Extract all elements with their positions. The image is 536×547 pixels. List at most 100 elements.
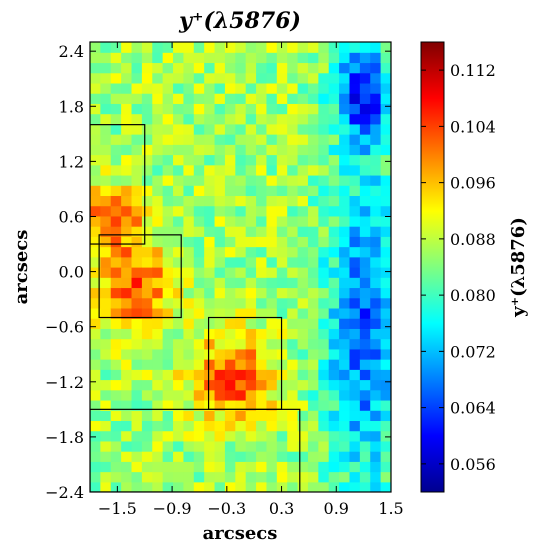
y-axis: 2.4 1.8 1.2 0.6 0.0 −0.6 −1.2 −1.8 −2.4 bbox=[45, 42, 391, 502]
heatmap-cell bbox=[235, 420, 247, 432]
heatmap-cell bbox=[110, 174, 122, 186]
heatmap-cell bbox=[359, 226, 371, 237]
heatmap-cell bbox=[173, 113, 185, 125]
heatmap-cell bbox=[339, 215, 351, 227]
heatmap-cell bbox=[266, 52, 278, 64]
heatmap-cell bbox=[276, 379, 288, 391]
heatmap-cell bbox=[173, 93, 185, 104]
heatmap-cell bbox=[235, 318, 247, 329]
heatmap-cell bbox=[307, 215, 319, 227]
heatmap-cell bbox=[370, 277, 382, 289]
heatmap-cell bbox=[193, 103, 205, 115]
heatmap-cell bbox=[152, 236, 164, 248]
heatmap-cell bbox=[193, 93, 205, 104]
heatmap-cell bbox=[307, 297, 319, 309]
heatmap-cell bbox=[380, 440, 391, 452]
heatmap-cell bbox=[173, 82, 185, 94]
heatmap-cell bbox=[214, 205, 226, 217]
heatmap-cell bbox=[318, 297, 330, 309]
heatmap-cell bbox=[307, 72, 319, 84]
heatmap-cell bbox=[359, 399, 371, 411]
heatmap-cell bbox=[183, 134, 195, 145]
heatmap-cell bbox=[266, 307, 278, 319]
heatmap-cell bbox=[370, 82, 382, 94]
heatmap-cell bbox=[131, 134, 143, 145]
heatmap-cell bbox=[339, 185, 351, 197]
heatmap-cell bbox=[349, 287, 361, 299]
heatmap-cell bbox=[245, 451, 257, 462]
heatmap-cell bbox=[235, 440, 247, 452]
heatmap-cell bbox=[370, 164, 382, 176]
heatmap-cell bbox=[131, 62, 143, 74]
heatmap-cell bbox=[359, 195, 371, 207]
heatmap-cell bbox=[318, 440, 330, 452]
heatmap-cell bbox=[162, 174, 174, 186]
heatmap-cell bbox=[339, 93, 351, 104]
heatmap-cell bbox=[349, 164, 361, 176]
heatmap-cell bbox=[183, 52, 195, 64]
heatmap-cell bbox=[162, 430, 174, 442]
heatmap-cell bbox=[370, 389, 382, 401]
heatmap-cell bbox=[121, 154, 133, 166]
heatmap-cell bbox=[256, 389, 268, 401]
heatmap-cell bbox=[266, 113, 278, 125]
heatmap-cell bbox=[318, 430, 330, 442]
heatmap-cell bbox=[297, 123, 309, 135]
heatmap-cell bbox=[370, 195, 382, 207]
heatmap-cell bbox=[193, 144, 205, 156]
heatmap-cell bbox=[173, 195, 185, 207]
heatmap-cell bbox=[100, 410, 112, 422]
heatmap-cell bbox=[266, 174, 278, 186]
heatmap-cell bbox=[287, 369, 299, 381]
heatmap-cell bbox=[141, 440, 153, 452]
heatmap-cell bbox=[131, 215, 143, 227]
heatmap-cell bbox=[318, 328, 330, 340]
heatmap-cell bbox=[141, 72, 153, 84]
heatmap-cell bbox=[214, 410, 226, 422]
heatmap-cell bbox=[121, 123, 133, 135]
heatmap-cell bbox=[266, 379, 278, 391]
heatmap-cell bbox=[266, 215, 278, 227]
heatmap-cell bbox=[256, 379, 268, 391]
heatmap-cell bbox=[110, 369, 122, 381]
heatmap-cell bbox=[359, 103, 371, 115]
heatmap-cell bbox=[204, 359, 216, 370]
heatmap-cell bbox=[276, 185, 288, 197]
heatmap-cell bbox=[256, 328, 268, 340]
heatmap-cell bbox=[204, 42, 216, 53]
heatmap-cell bbox=[339, 338, 351, 350]
heatmap-cell bbox=[152, 481, 164, 492]
heatmap-cell bbox=[141, 215, 153, 227]
heatmap-cell bbox=[131, 307, 143, 319]
heatmap-cell bbox=[276, 103, 288, 115]
heatmap-cell bbox=[318, 72, 330, 84]
heatmap-cell bbox=[328, 451, 340, 462]
heatmap-cell bbox=[193, 82, 205, 94]
heatmap-cell bbox=[152, 430, 164, 442]
heatmap-cell bbox=[235, 62, 247, 74]
heatmap-cell bbox=[162, 338, 174, 350]
heatmap-cell bbox=[131, 144, 143, 156]
heatmap-cell bbox=[90, 461, 101, 473]
heatmap-cell bbox=[214, 440, 226, 452]
heatmap-cell bbox=[204, 174, 216, 186]
heatmap-cell bbox=[339, 103, 351, 115]
heatmap-cell bbox=[131, 205, 143, 217]
heatmap-cell bbox=[370, 471, 382, 483]
heatmap-cell bbox=[307, 42, 319, 53]
heatmap-cell bbox=[162, 185, 174, 197]
heatmap-cell bbox=[193, 410, 205, 422]
heatmap-cell bbox=[90, 256, 101, 268]
heatmap-cell bbox=[131, 369, 143, 381]
heatmap-cell bbox=[204, 481, 216, 492]
heatmap-cell bbox=[224, 267, 236, 278]
heatmap-cell bbox=[328, 154, 340, 166]
heatmap-cell bbox=[204, 277, 216, 289]
heatmap-cell bbox=[307, 420, 319, 432]
heatmap-cell bbox=[214, 215, 226, 227]
heatmap-cell bbox=[297, 461, 309, 473]
heatmap-cell bbox=[183, 440, 195, 452]
heatmap-cell bbox=[131, 461, 143, 473]
heatmap-cell bbox=[141, 123, 153, 135]
heatmap-cell bbox=[204, 267, 216, 278]
